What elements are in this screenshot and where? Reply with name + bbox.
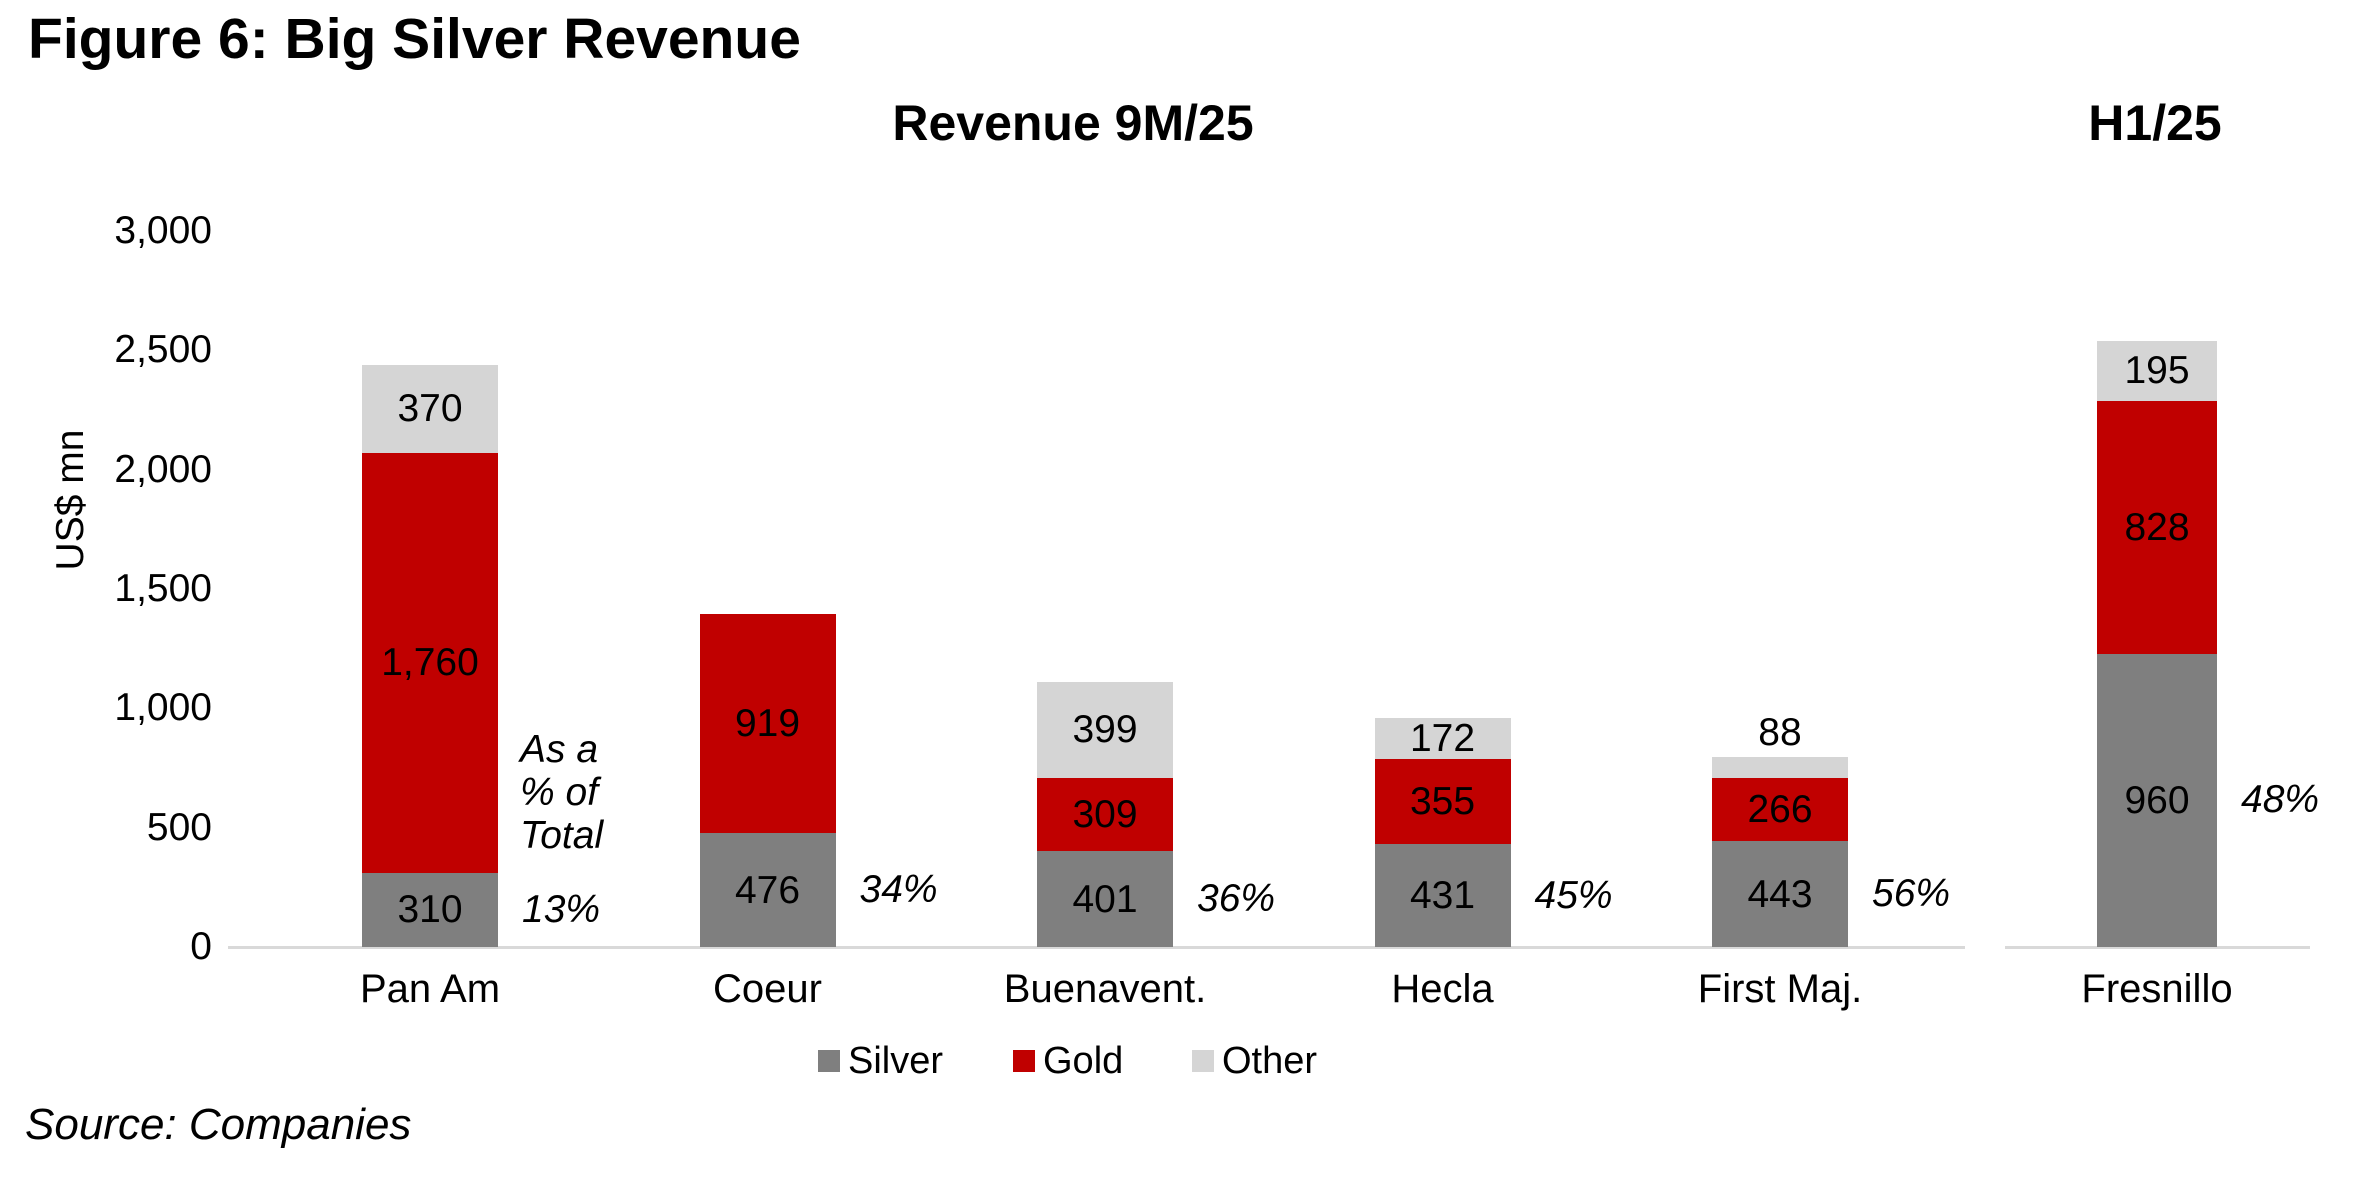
pct-of-total-label: 36% xyxy=(1197,877,1276,921)
bar-segment-gold: 1,760 xyxy=(362,452,498,873)
legend-label-gold: Gold xyxy=(1043,1040,1124,1082)
x-axis-line xyxy=(2005,946,2310,949)
y-axis-tick-label: 2,500 xyxy=(114,328,212,372)
legend-swatch-silver xyxy=(818,1050,840,1072)
pct-of-total-label: 48% xyxy=(2241,778,2320,822)
bar-value-label: 195 xyxy=(2124,349,2190,393)
bar-value-label: 919 xyxy=(734,702,801,746)
bar-value-label-outside: 88 xyxy=(1758,710,1802,754)
bar-value-label: 443 xyxy=(1747,872,1813,916)
panel-title-h125: H1/25 xyxy=(2088,95,2222,151)
legend-item-gold: Gold xyxy=(1013,1039,1123,1083)
legend-item-other: Other xyxy=(1192,1039,1317,1083)
pct-of-total-label: 56% xyxy=(1872,872,1951,916)
bar-value-label: 310 xyxy=(397,888,463,932)
pct-of-total-label: 45% xyxy=(1534,873,1613,917)
bar-segment-silver: 476 xyxy=(699,833,836,947)
category-label: Pan Am xyxy=(359,967,501,1011)
bar-value-label: 401 xyxy=(1072,877,1138,921)
bar-value-label: 399 xyxy=(1072,708,1138,752)
panel-title-revenue-9m25: Revenue 9M/25 xyxy=(892,95,1254,151)
annotation-line-1: As a xyxy=(520,728,599,771)
y-axis-tick-label: 3,000 xyxy=(114,209,212,252)
bar-value-label: 355 xyxy=(1409,780,1476,824)
y-axis-tick-label: 500 xyxy=(146,805,212,849)
pct-of-total-annotation: As a % of Total xyxy=(520,728,603,857)
legend-swatch-other xyxy=(1192,1050,1214,1072)
bar-value-label: 1,760 xyxy=(381,641,479,685)
bar-segment-other: 172 xyxy=(1374,717,1511,761)
legend-label-silver: Silver xyxy=(848,1040,944,1082)
bar-value-label: 960 xyxy=(2124,778,2190,822)
category-label: Coeur xyxy=(713,967,822,1011)
y-axis-tick-label: 1,500 xyxy=(114,567,212,610)
bar-segment-other xyxy=(1712,756,1848,778)
bar-segment-other: 370 xyxy=(362,364,498,453)
legend-swatch-gold xyxy=(1013,1050,1035,1072)
pct-of-total-label: 34% xyxy=(859,868,938,912)
bar-value-label: 172 xyxy=(1409,717,1476,761)
bar-segment-gold: 309 xyxy=(1037,777,1173,852)
bar-segment-gold: 828 xyxy=(2097,400,2217,654)
legend-label-other: Other xyxy=(1222,1040,1318,1082)
bar-segment-silver: 431 xyxy=(1374,844,1511,947)
pct-of-total-label: 13% xyxy=(522,888,601,931)
bar-value-label: 309 xyxy=(1072,792,1138,836)
bar-segment-gold: 919 xyxy=(699,614,836,834)
bar-segment-silver: 443 xyxy=(1712,841,1848,947)
bar-value-label: 828 xyxy=(2124,505,2190,549)
bar-segment-other: 399 xyxy=(1037,682,1173,778)
category-label: Hecla xyxy=(1391,967,1494,1011)
category-label: First Maj. xyxy=(1697,967,1863,1011)
y-axis-tick-label: 1,000 xyxy=(114,686,212,730)
figure-title: Figure 6: Big Silver Revenue xyxy=(28,7,801,71)
bar-segment-gold: 266 xyxy=(1712,777,1848,842)
y-axis-tick-label: 0 xyxy=(190,925,212,968)
bar-segment-silver: 310 xyxy=(362,873,498,947)
bar-segment-silver: 401 xyxy=(1037,851,1173,947)
source-note: Source: Companies xyxy=(25,1100,412,1149)
bar-segment-other: 195 xyxy=(2097,341,2217,401)
bar-value-label: 266 xyxy=(1747,788,1813,832)
annotation-line-3: Total xyxy=(520,814,604,857)
category-label: Buenavent. xyxy=(1003,967,1207,1011)
bar-value-label: 370 xyxy=(397,387,463,431)
bar-segment-silver: 960 xyxy=(2097,653,2217,947)
x-axis-line xyxy=(228,946,1965,949)
bar-segment-gold: 355 xyxy=(1374,759,1511,845)
bar-value-label: 431 xyxy=(1409,874,1476,918)
legend-item-silver: Silver xyxy=(818,1039,943,1083)
category-label: Fresnillo xyxy=(2081,967,2233,1011)
bar-value-label: 476 xyxy=(734,868,801,912)
annotation-line-2: % of xyxy=(520,771,599,814)
y-axis-tick-label: 2,000 xyxy=(114,447,212,491)
